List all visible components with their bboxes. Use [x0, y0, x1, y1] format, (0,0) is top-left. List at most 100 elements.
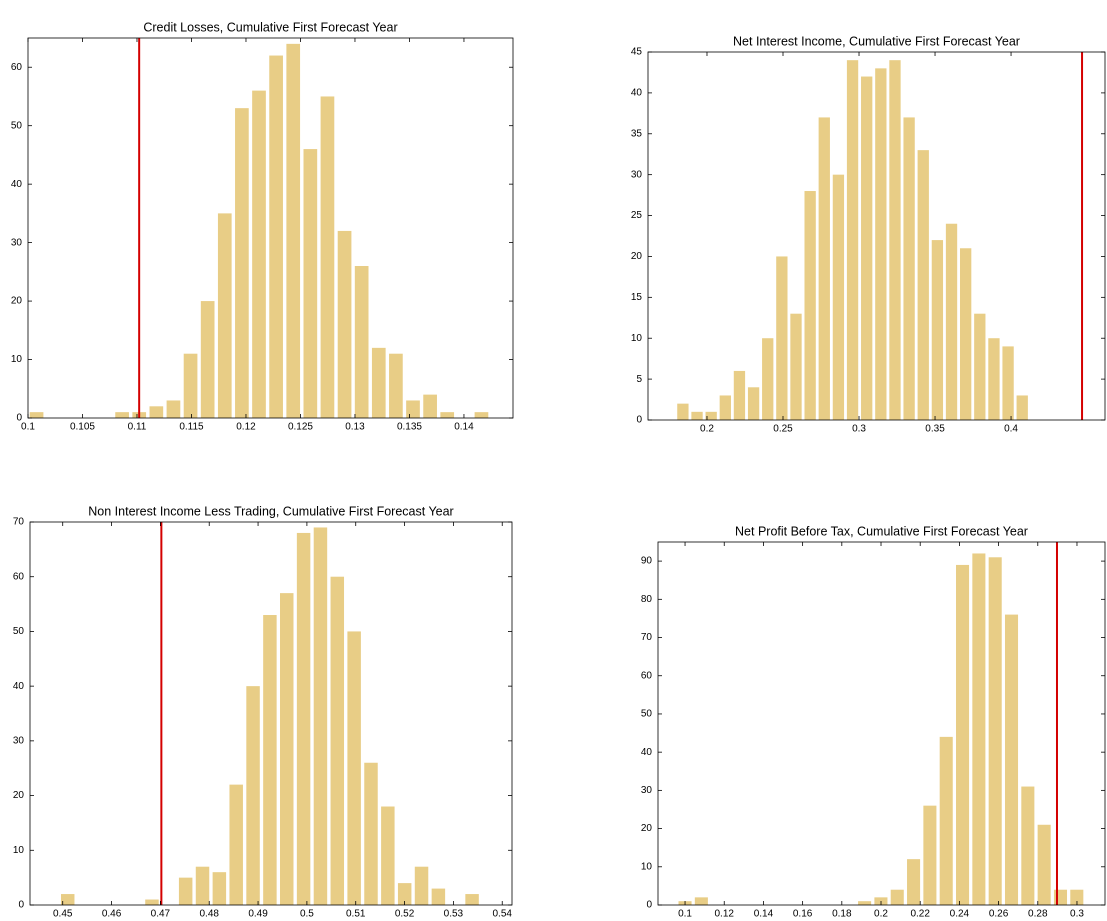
bar — [149, 406, 164, 418]
x-tick-label: 0.54 — [492, 909, 512, 920]
x-tick-label: 0.16 — [793, 909, 813, 920]
bar — [818, 117, 830, 420]
x-tick-label: 0.5 — [300, 909, 314, 920]
x-tick-label: 0.115 — [179, 422, 204, 433]
bar — [931, 240, 944, 420]
x-tick-label: 0.48 — [199, 909, 219, 920]
chart-title: Net Interest Income, Cumulative First Fo… — [733, 34, 1020, 48]
bar — [889, 60, 901, 421]
x-tick-label: 0.28 — [1028, 909, 1048, 920]
bar — [423, 394, 437, 418]
bar — [235, 108, 249, 419]
bar — [875, 68, 887, 420]
x-tick-label: 0.46 — [102, 909, 122, 920]
bar — [229, 784, 243, 905]
chart: Net Profit Before Tax, Cumulative First … — [641, 524, 1106, 920]
bar — [246, 686, 260, 905]
bar — [347, 631, 361, 905]
bar — [956, 564, 970, 905]
x-tick-label: 0.3 — [852, 424, 866, 435]
bar — [776, 256, 788, 420]
bar — [1070, 889, 1084, 905]
y-tick-label: 30 — [641, 785, 653, 796]
y-tick-label: 10 — [11, 354, 23, 365]
bar — [303, 149, 318, 419]
bar — [923, 805, 937, 905]
x-tick-label: 0.52 — [395, 909, 415, 920]
bar — [747, 387, 760, 420]
x-tick-label: 0.2 — [874, 909, 888, 920]
x-tick-label: 0.13 — [345, 422, 365, 433]
x-tick-label: 0.24 — [950, 909, 970, 920]
bar — [414, 866, 429, 905]
x-tick-label: 0.14 — [454, 422, 474, 433]
bar — [364, 762, 378, 905]
y-tick-label: 70 — [641, 632, 653, 643]
y-tick-label: 30 — [631, 169, 643, 180]
bar — [1016, 395, 1028, 420]
bar — [804, 191, 816, 420]
y-tick-label: 60 — [13, 571, 25, 582]
bar — [733, 370, 746, 420]
bar — [939, 736, 953, 905]
bar — [115, 412, 129, 418]
y-tick-label: 15 — [631, 292, 643, 303]
y-tick-label: 20 — [11, 296, 23, 307]
y-tick-label: 35 — [631, 128, 643, 139]
y-tick-label: 90 — [641, 556, 653, 567]
bar — [1002, 346, 1014, 420]
chart: Net Interest Income, Cumulative First Fo… — [631, 34, 1106, 435]
y-tick-label: 10 — [641, 861, 653, 872]
y-tick-label: 10 — [631, 333, 643, 344]
bar — [263, 615, 277, 905]
bar — [337, 230, 352, 418]
y-tick-label: 25 — [631, 210, 643, 221]
bar — [917, 150, 929, 420]
chart: Credit Losses, Cumulative First Forecast… — [11, 20, 514, 433]
bar — [252, 90, 266, 418]
bar — [178, 877, 193, 905]
x-tick-label: 0.47 — [151, 909, 171, 920]
bar — [846, 60, 859, 421]
y-tick-label: 40 — [641, 747, 653, 758]
x-tick-label: 0.22 — [910, 909, 930, 920]
bar — [371, 347, 386, 418]
bar — [945, 223, 958, 420]
bar — [145, 899, 159, 905]
x-tick-label: 0.125 — [288, 422, 313, 433]
plot-frame — [27, 37, 514, 419]
bar — [29, 412, 44, 418]
bar — [1004, 614, 1019, 905]
bar — [890, 889, 904, 905]
y-tick-label: 50 — [11, 120, 23, 131]
y-tick-label: 5 — [636, 374, 642, 385]
x-tick-label: 0.4 — [1004, 424, 1018, 435]
bar — [389, 353, 403, 418]
bar — [988, 338, 1000, 420]
bar — [677, 403, 689, 420]
bar — [183, 353, 198, 418]
bar — [269, 55, 283, 419]
bar — [313, 527, 328, 905]
bar — [907, 859, 921, 905]
bar — [832, 174, 845, 420]
bar — [719, 395, 731, 420]
y-tick-label: 0 — [16, 413, 22, 424]
x-tick-label: 0.53 — [444, 909, 464, 920]
bar — [1021, 786, 1035, 905]
bar — [217, 213, 232, 418]
plot-frame — [647, 51, 1106, 421]
bar — [465, 894, 479, 905]
y-tick-label: 60 — [11, 62, 23, 73]
x-tick-label: 0.3 — [1070, 909, 1084, 920]
x-tick-label: 0.2 — [700, 424, 714, 435]
y-tick-label: 10 — [13, 845, 25, 856]
bar — [790, 313, 802, 420]
bar — [431, 888, 446, 905]
bar — [195, 866, 210, 905]
x-tick-label: 0.14 — [754, 909, 774, 920]
y-tick-label: 20 — [13, 790, 25, 801]
bar — [212, 872, 227, 905]
bar — [762, 338, 774, 420]
